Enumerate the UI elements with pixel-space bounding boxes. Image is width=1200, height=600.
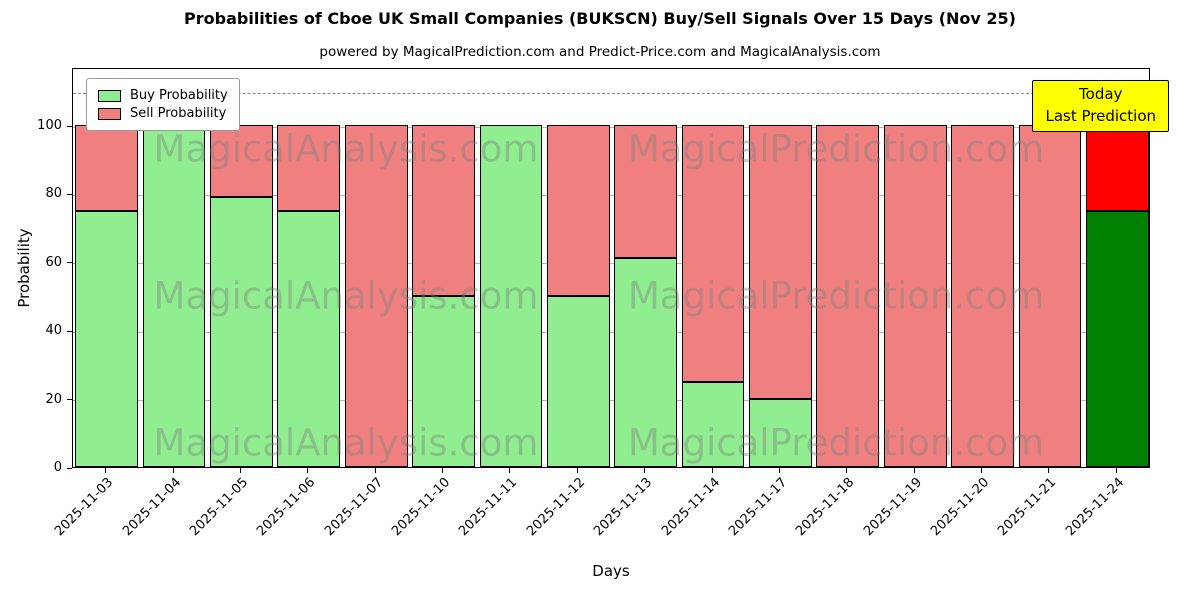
sell-bar xyxy=(277,125,341,211)
y-tick-mark xyxy=(67,193,72,195)
today-annotation-line1: Today xyxy=(1079,85,1123,103)
x-tick-mark xyxy=(442,468,444,473)
watermark-left: MagicalAnalysis.com xyxy=(153,127,539,171)
sell-bar xyxy=(749,125,812,399)
y-tick-label: 20 xyxy=(45,391,62,407)
y-tick-mark xyxy=(67,330,72,332)
watermark-right: MagicalPrediction.com xyxy=(627,421,1045,465)
watermark-left: MagicalAnalysis.com xyxy=(153,274,539,318)
y-gridline xyxy=(73,331,1149,333)
y-gridline xyxy=(73,263,1149,265)
x-tick-label: 2025-11-06 xyxy=(254,475,319,540)
sell-bar xyxy=(1085,125,1149,211)
chart-subtitle: powered by MagicalPrediction.com and Pre… xyxy=(319,44,881,60)
chart-title: Probabilities of Cboe UK Small Companies… xyxy=(184,9,1016,28)
legend-item-buy: Buy Probability xyxy=(98,88,228,103)
sell-bar xyxy=(546,125,610,297)
sell-bar xyxy=(210,125,273,197)
x-tick-mark xyxy=(1115,468,1117,473)
y-tick-label: 100 xyxy=(37,118,62,134)
today-annotation: Today Last Prediction xyxy=(1032,80,1169,132)
x-tick-mark xyxy=(172,468,174,473)
y-tick-mark xyxy=(67,262,72,264)
x-tick-label: 2025-11-18 xyxy=(793,475,858,540)
y-tick-label: 40 xyxy=(45,323,62,339)
x-tick-label: 2025-11-14 xyxy=(658,475,723,540)
x-tick-mark xyxy=(981,468,983,473)
sell-bar xyxy=(681,125,745,382)
y-tick-mark xyxy=(67,125,72,127)
x-tick-mark xyxy=(913,468,915,473)
plot-area: Buy Probability Sell Probability Magical… xyxy=(72,68,1150,468)
sell-bar xyxy=(1018,125,1082,467)
sell-bar xyxy=(816,125,880,467)
buy-bar xyxy=(75,210,138,467)
buy-bar xyxy=(1085,210,1149,467)
x-tick-mark xyxy=(846,468,848,473)
x-tick-mark xyxy=(509,468,511,473)
x-tick-label: 2025-11-03 xyxy=(52,475,117,540)
sell-bar xyxy=(75,125,138,211)
today-annotation-line2: Last Prediction xyxy=(1045,106,1156,125)
sell-bar xyxy=(883,125,947,467)
x-tick-label: 2025-11-17 xyxy=(726,475,791,540)
x-tick-label: 2025-11-07 xyxy=(321,475,386,540)
watermark-right: MagicalPrediction.com xyxy=(627,274,1045,318)
sell-swatch-icon xyxy=(98,107,121,120)
y-gridline xyxy=(73,126,1149,128)
legend: Buy Probability Sell Probability xyxy=(86,78,240,131)
y-tick-label: 60 xyxy=(45,254,62,270)
x-axis-label: Days xyxy=(592,562,630,580)
x-tick-label: 2025-11-12 xyxy=(523,475,588,540)
sell-bar xyxy=(344,125,408,467)
x-tick-mark xyxy=(778,468,780,473)
sell-bar xyxy=(412,125,475,297)
buy-bar xyxy=(277,210,341,467)
x-tick-label: 2025-11-05 xyxy=(187,475,252,540)
x-tick-label: 2025-11-10 xyxy=(389,475,454,540)
legend-item-sell: Sell Probability xyxy=(98,106,228,121)
buy-bar xyxy=(681,381,745,467)
buy-swatch-icon xyxy=(98,89,121,102)
sell-bar xyxy=(614,125,677,259)
x-tick-mark xyxy=(374,468,376,473)
threshold-dashed-line xyxy=(73,92,1149,94)
buy-bar xyxy=(412,296,475,467)
x-tick-mark xyxy=(711,468,713,473)
watermark-right: MagicalPrediction.com xyxy=(627,127,1045,171)
x-tick-label: 2025-11-04 xyxy=(119,475,184,540)
watermark-left: MagicalAnalysis.com xyxy=(153,421,539,465)
x-tick-label: 2025-11-11 xyxy=(456,475,521,540)
x-tick-mark xyxy=(1048,468,1050,473)
x-tick-label: 2025-11-13 xyxy=(591,475,656,540)
x-tick-mark xyxy=(307,468,309,473)
buy-bar xyxy=(479,125,543,467)
x-tick-mark xyxy=(576,468,578,473)
legend-label-sell: Sell Probability xyxy=(130,106,227,121)
x-tick-mark xyxy=(644,468,646,473)
y-gridline xyxy=(73,400,1149,402)
y-gridline xyxy=(73,194,1149,196)
y-tick-mark xyxy=(67,467,72,469)
x-tick-label: 2025-11-24 xyxy=(1062,475,1127,540)
buy-bar xyxy=(546,296,610,467)
y-tick-label: 0 xyxy=(53,460,62,475)
buy-bar xyxy=(614,258,677,467)
legend-label-buy: Buy Probability xyxy=(130,88,228,103)
buy-bar xyxy=(210,196,273,467)
x-tick-label: 2025-11-19 xyxy=(860,475,925,540)
x-tick-label: 2025-11-21 xyxy=(995,475,1060,540)
buy-bar xyxy=(749,398,812,467)
x-tick-mark xyxy=(239,468,241,473)
sell-bar xyxy=(951,125,1014,467)
x-tick-mark xyxy=(105,468,107,473)
y-tick-label: 80 xyxy=(45,186,62,202)
x-tick-label: 2025-11-20 xyxy=(928,475,993,540)
y-tick-mark xyxy=(67,399,72,401)
